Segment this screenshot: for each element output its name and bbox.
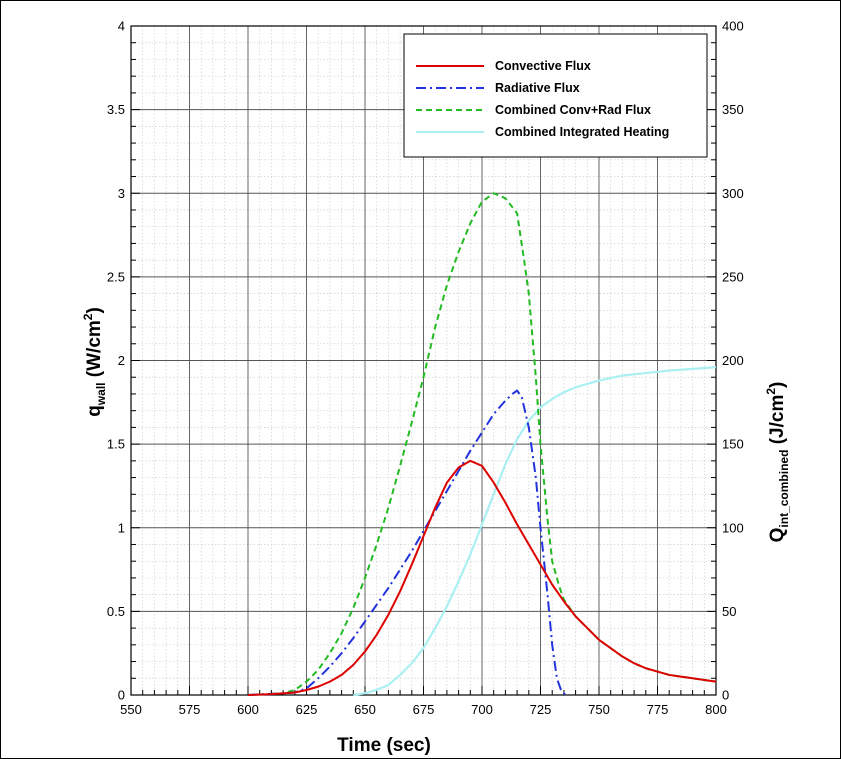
y-right-tick-label: 200 [722,353,744,368]
x-tick-label: 550 [120,702,142,717]
x-tick-label: 775 [647,702,669,717]
y-right-tick-label: 250 [722,269,744,284]
y-right-tick-label: 0 [722,688,729,703]
x-tick-label: 575 [179,702,201,717]
y-left-tick-label: 1.5 [107,437,125,452]
x-axis-title: Time (sec) [337,735,431,756]
y-left-tick-label: 1 [118,520,125,535]
y-axis-right-title: Qint_combined (J/cm2) [764,382,791,543]
y-left-tick-label: 3 [118,186,125,201]
y-right-symbol: Q [767,528,788,543]
y-right-tick-label: 50 [722,604,736,619]
y-right-tick-label: 150 [722,437,744,452]
y-right-subscript: int_combined [777,450,791,528]
x-tick-label: 675 [413,702,435,717]
y-left-subscript: wall [94,383,108,407]
y-left-tick-label: 3.5 [107,102,125,117]
legend-label: Convective Flux [495,59,591,73]
y-right-tick-label: 400 [722,19,744,34]
legend: Convective Flux Radiative Flux Combined Co… [404,34,707,157]
y-left-units-close: ) [84,307,105,313]
legend-label: Combined Conv+Rad Flux [495,103,651,117]
x-tick-label: 650 [354,702,376,717]
x-tick-label: 625 [296,702,318,717]
series-line-combined-integrated-heating [353,367,716,695]
legend-label: Radiative Flux [495,81,580,95]
y-axis-left-title: qwall (W/cm2) [81,307,108,417]
y-left-tick-label: 2 [118,353,125,368]
y-left-tick-label: 0 [118,688,125,703]
x-tick-label: 725 [530,702,552,717]
y-left-tick-label: 0.5 [107,604,125,619]
y-right-units-close: ) [767,382,788,388]
y-right-tick-label: 350 [722,102,744,117]
y-left-tick-label: 4 [118,19,125,34]
y-left-symbol: q [84,405,105,417]
x-tick-label: 600 [237,702,259,717]
y-left-tick-label: 2.5 [107,269,125,284]
y-right-tick-label: 300 [722,186,744,201]
y-right-units: (J/cm [767,395,788,450]
y-right-tick-label: 100 [722,520,744,535]
x-tick-label: 800 [705,702,727,717]
x-tick-label: 750 [588,702,610,717]
y-left-units: (W/cm [84,320,105,382]
x-tick-label: 700 [471,702,493,717]
legend-label: Combined Integrated Heating [495,125,669,139]
